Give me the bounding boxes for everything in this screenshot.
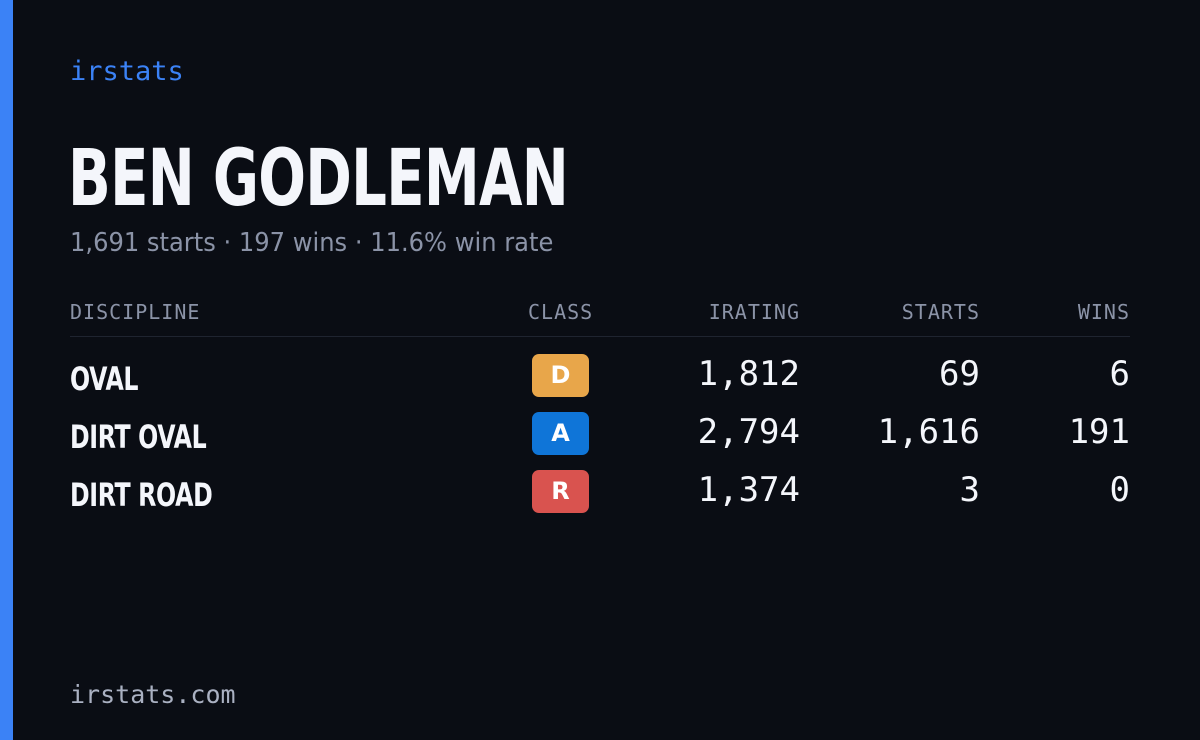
class-badge: D [532,354,589,397]
row-wins: 6 [1109,354,1130,394]
table-header: DISCIPLINE CLASS IRATING STARTS WINS [70,296,1130,337]
stats-table: DISCIPLINE CLASS IRATING STARTS WINS OVA… [70,296,1130,514]
header-wins: WINS [1077,300,1130,324]
row-starts: 1,616 [877,412,980,452]
footer-url: irstats.com [70,680,236,709]
table-row: DIRT ROAD R 1,374 3 0 [70,468,1130,518]
header-starts: STARTS [901,300,980,324]
row-discipline: OVAL [70,360,139,398]
table-row: DIRT OVAL A 2,794 1,616 191 [70,410,1130,460]
brand-logo: irstats [70,56,184,87]
row-starts: 3 [959,470,980,510]
player-summary: 1,691 starts · 197 wins · 11.6% win rate [70,228,554,258]
row-discipline: DIRT ROAD [70,476,213,514]
row-irating: 2,794 [697,412,800,452]
player-name: BEN GODLEMAN [68,134,569,224]
row-wins: 0 [1109,470,1130,510]
row-irating: 1,812 [697,354,800,394]
class-badge: R [532,470,589,513]
header-irating: IRATING [708,300,800,324]
table-row: OVAL D 1,812 69 6 [70,352,1130,402]
row-starts: 69 [939,354,980,394]
header-class: CLASS [528,300,594,324]
header-discipline: DISCIPLINE [70,300,201,324]
accent-bar [0,0,13,740]
class-badge: A [532,412,589,455]
row-discipline: DIRT OVAL [70,418,207,456]
row-wins: 191 [1068,412,1130,452]
row-irating: 1,374 [697,470,800,510]
